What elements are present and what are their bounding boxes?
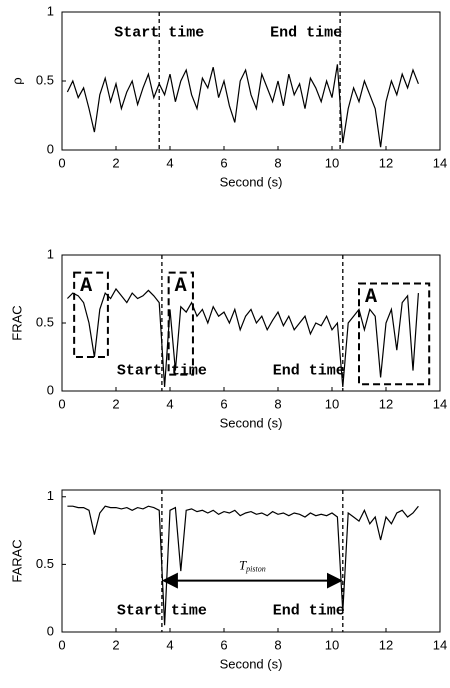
y-tick-label: 0.5 [36,72,54,87]
x-axis-label: Second (s) [220,174,283,189]
x-tick-label: 10 [325,155,339,170]
y-tick-label: 1 [47,488,54,503]
box-label: A [80,275,92,298]
x-tick-label: 10 [325,637,339,652]
y-axis-label: FARAC [9,539,24,582]
x-tick-label: 2 [112,396,119,411]
plot-frame [61,489,441,633]
x-tick-label: 4 [166,155,173,170]
x-tick-label: 2 [112,155,119,170]
duration-symbol: T [239,558,247,573]
duration-label: Tpiston [239,558,266,574]
x-tick-label: 12 [379,155,393,170]
x-tick-label: 10 [325,396,339,411]
x-tick-label: 14 [433,155,447,170]
y-tick-label: 1 [47,3,54,18]
y-tick-label: 1 [47,246,54,261]
event-label: End time [273,603,345,620]
box-label: A [175,275,187,298]
y-tick-label: 0.5 [36,556,54,571]
highlight-box [167,271,194,376]
event-label: End time [273,363,345,380]
x-tick-label: 4 [166,637,173,652]
y-tick-label: 0 [47,382,54,397]
x-tick-label: 8 [274,155,281,170]
x-tick-label: 0 [58,155,65,170]
highlight-box [358,282,431,386]
x-tick-label: 4 [166,396,173,411]
duration-subscript: piston [245,564,266,573]
x-tick-label: 14 [433,637,447,652]
x-tick-label: 2 [112,637,119,652]
x-tick-label: 12 [379,637,393,652]
x-tick-label: 12 [379,396,393,411]
highlight-box [73,271,109,358]
x-tick-label: 6 [220,396,227,411]
y-tick-label: 0.5 [36,314,54,329]
x-tick-label: 6 [220,637,227,652]
data-line [66,64,419,148]
event-label: Start time [114,25,204,42]
y-tick-label: 0 [47,141,54,156]
x-axis-label: Second (s) [220,415,283,430]
y-tick-label: 0 [47,623,54,638]
x-tick-label: 0 [58,637,65,652]
x-tick-label: 14 [433,396,447,411]
x-tick-label: 0 [58,396,65,411]
box-label: A [365,286,377,309]
x-tick-label: 6 [220,155,227,170]
y-axis-label: ρ [9,77,24,84]
y-axis-label: FRAC [9,305,24,340]
event-label: Start time [117,603,207,620]
data-line [67,505,419,626]
x-tick-label: 8 [274,396,281,411]
x-tick-label: 8 [274,637,281,652]
event-label: End time [270,25,342,42]
x-axis-label: Second (s) [220,656,283,671]
